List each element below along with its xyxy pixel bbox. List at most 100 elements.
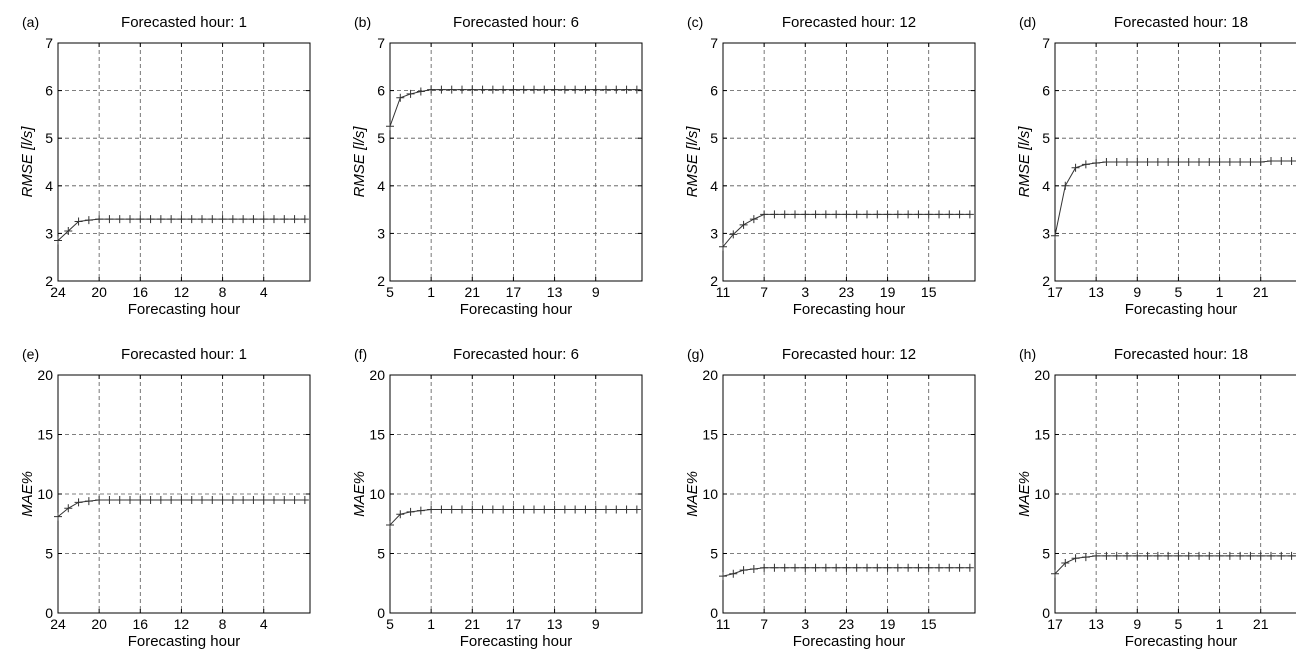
data-point-marker bbox=[115, 215, 124, 224]
data-point-marker bbox=[177, 495, 186, 504]
data-point-marker bbox=[64, 504, 73, 513]
data-point-marker bbox=[1061, 559, 1070, 568]
y-tick-label: 6 bbox=[45, 83, 53, 99]
data-point-marker bbox=[447, 85, 456, 94]
data-point-marker bbox=[488, 85, 497, 94]
x-axis-label: Forecasting hour bbox=[128, 301, 241, 318]
data-point-marker bbox=[228, 215, 237, 224]
data-point-marker bbox=[770, 210, 779, 219]
data-point-marker bbox=[1164, 158, 1173, 166]
data-point-marker bbox=[437, 85, 446, 94]
x-tick-label: 4 bbox=[260, 616, 268, 632]
data-point-marker bbox=[530, 85, 538, 94]
data-point-marker bbox=[1123, 158, 1131, 166]
y-tick-label: 5 bbox=[1042, 546, 1050, 562]
x-tick-label: 13 bbox=[1088, 284, 1104, 300]
chart-panel-e: 24 20 16 12 8 4 0 5 10 15 20 (e) Forecasted hour: 1 F… bbox=[19, 346, 311, 650]
data-point-marker bbox=[1102, 551, 1111, 560]
y-tick-label: 2 bbox=[710, 273, 718, 289]
data-point-marker bbox=[1133, 158, 1142, 166]
data-point-marker bbox=[218, 495, 227, 504]
data-point-marker bbox=[228, 495, 237, 504]
data-point-marker bbox=[863, 210, 871, 219]
data-point-marker bbox=[965, 563, 974, 572]
y-axis-label: RMSE [l/s] bbox=[351, 126, 368, 198]
data-point-marker bbox=[1184, 158, 1193, 166]
data-point-marker bbox=[167, 215, 176, 224]
x-tick-label: 21 bbox=[1253, 616, 1269, 632]
y-tick-label: 7 bbox=[1042, 35, 1050, 51]
panel-label: (d) bbox=[1019, 14, 1036, 30]
panel-label: (b) bbox=[354, 14, 371, 30]
data-point-marker bbox=[84, 497, 93, 506]
y-tick-label: 0 bbox=[1042, 605, 1050, 621]
data-point-marker bbox=[488, 505, 497, 514]
x-tick-label: 23 bbox=[839, 284, 855, 300]
y-tick-label: 10 bbox=[37, 486, 53, 502]
data-point-marker bbox=[478, 85, 487, 94]
data-point-marker bbox=[519, 85, 528, 94]
x-tick-label: 16 bbox=[132, 284, 148, 300]
data-point-marker bbox=[1081, 160, 1090, 169]
data-point-marker bbox=[1267, 157, 1275, 166]
panel-label: (c) bbox=[687, 14, 703, 30]
data-point-marker bbox=[581, 85, 590, 94]
y-tick-label: 6 bbox=[710, 83, 718, 99]
x-tick-label: 5 bbox=[1175, 616, 1183, 632]
data-point-marker bbox=[729, 230, 738, 239]
x-tick-label: 15 bbox=[921, 616, 937, 632]
data-point-marker bbox=[270, 215, 278, 224]
y-tick-label: 20 bbox=[369, 367, 385, 383]
data-point-marker bbox=[1256, 158, 1265, 166]
data-point-marker bbox=[780, 563, 789, 572]
data-point-marker bbox=[1071, 163, 1080, 172]
data-point-marker bbox=[571, 85, 580, 94]
x-axis-label: Forecasting hour bbox=[1125, 633, 1238, 650]
data-point-marker bbox=[540, 85, 549, 94]
data-point-marker bbox=[126, 215, 134, 224]
y-tick-label: 0 bbox=[45, 605, 53, 621]
data-point-marker bbox=[760, 210, 769, 219]
y-tick-label: 15 bbox=[37, 427, 53, 443]
x-tick-label: 1 bbox=[427, 616, 435, 632]
x-tick-label: 17 bbox=[1047, 616, 1063, 632]
y-tick-label: 5 bbox=[710, 546, 718, 562]
y-tick-label: 2 bbox=[377, 273, 385, 289]
data-point-marker bbox=[1236, 551, 1245, 560]
data-point-marker bbox=[1256, 551, 1265, 560]
data-point-marker bbox=[852, 563, 861, 572]
data-point-marker bbox=[156, 215, 165, 224]
data-point-marker bbox=[1277, 157, 1286, 166]
data-point-marker bbox=[749, 215, 758, 224]
data-point-marker bbox=[406, 89, 415, 98]
data-point-marker bbox=[499, 505, 508, 514]
x-axis-label: Forecasting hour bbox=[460, 633, 573, 650]
data-point-marker bbox=[187, 215, 196, 224]
data-point-marker bbox=[1051, 569, 1059, 578]
x-tick-label: 17 bbox=[506, 284, 522, 300]
panel-title: Forecasted hour: 12 bbox=[782, 346, 916, 363]
data-point-marker bbox=[499, 85, 508, 94]
x-tick-label: 5 bbox=[386, 284, 394, 300]
data-point-marker bbox=[146, 215, 155, 224]
data-point-marker bbox=[1174, 158, 1183, 166]
data-point-marker bbox=[540, 505, 549, 514]
x-tick-label: 13 bbox=[547, 616, 563, 632]
y-tick-label: 5 bbox=[45, 546, 53, 562]
data-point-marker bbox=[396, 510, 405, 519]
data-point-marker bbox=[811, 563, 820, 572]
x-tick-label: 3 bbox=[801, 616, 809, 632]
data-point-marker bbox=[95, 215, 104, 224]
data-point-marker bbox=[386, 520, 394, 529]
plot-area bbox=[58, 43, 310, 281]
data-point-marker bbox=[914, 563, 923, 572]
data-point-marker bbox=[749, 564, 758, 573]
data-point-marker bbox=[581, 505, 590, 514]
data-point-marker bbox=[1133, 551, 1142, 560]
y-axis-label: RMSE [l/s] bbox=[19, 126, 36, 198]
data-point-marker bbox=[1174, 551, 1183, 560]
data-point-marker bbox=[280, 495, 289, 504]
panel-label: (f) bbox=[354, 346, 367, 362]
